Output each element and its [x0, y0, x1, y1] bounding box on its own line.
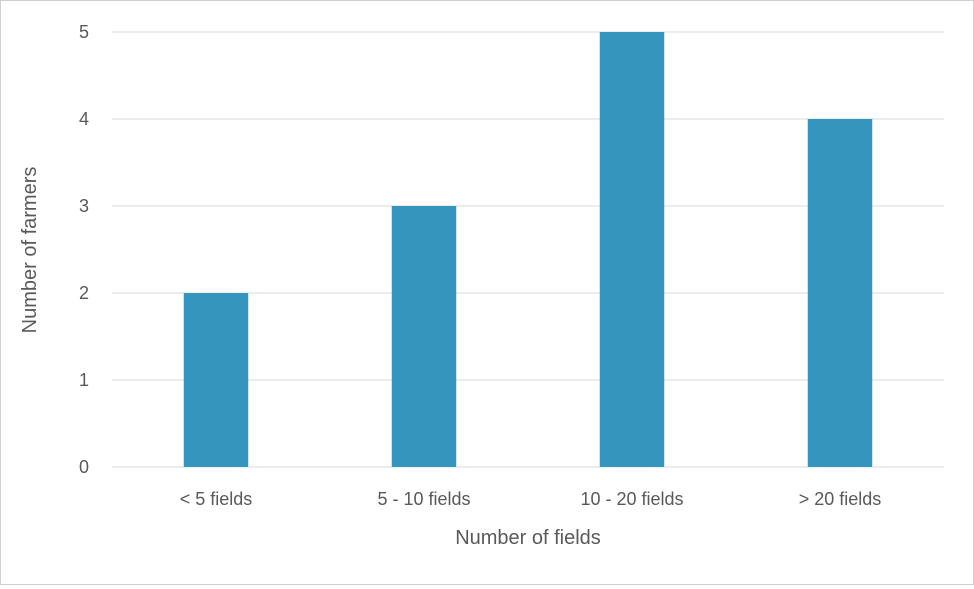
bar	[183, 293, 249, 467]
x-axis-title: Number of fields	[455, 527, 601, 549]
x-tick-label: < 5 fields	[180, 489, 253, 509]
bars	[183, 32, 873, 467]
y-axis-title: Number of farmers	[19, 167, 41, 334]
y-tick-labels: 0 1 2 3 4 5	[79, 22, 89, 477]
y-tick-label: 5	[79, 22, 89, 42]
y-tick-label: 3	[79, 196, 89, 216]
y-tick-label: 1	[79, 370, 89, 390]
x-tick-label: > 20 fields	[799, 489, 882, 509]
y-tick-label: 2	[79, 283, 89, 303]
bar	[391, 206, 457, 467]
x-tick-label: 5 - 10 fields	[377, 489, 470, 509]
bar	[599, 32, 665, 467]
x-tick-label: 10 - 20 fields	[580, 489, 683, 509]
gridlines	[112, 31, 944, 468]
y-tick-label: 4	[79, 109, 89, 129]
bar	[807, 119, 873, 467]
x-tick-labels: < 5 fields 5 - 10 fields 10 - 20 fields > 2…	[180, 489, 882, 509]
y-tick-label: 0	[79, 457, 89, 477]
